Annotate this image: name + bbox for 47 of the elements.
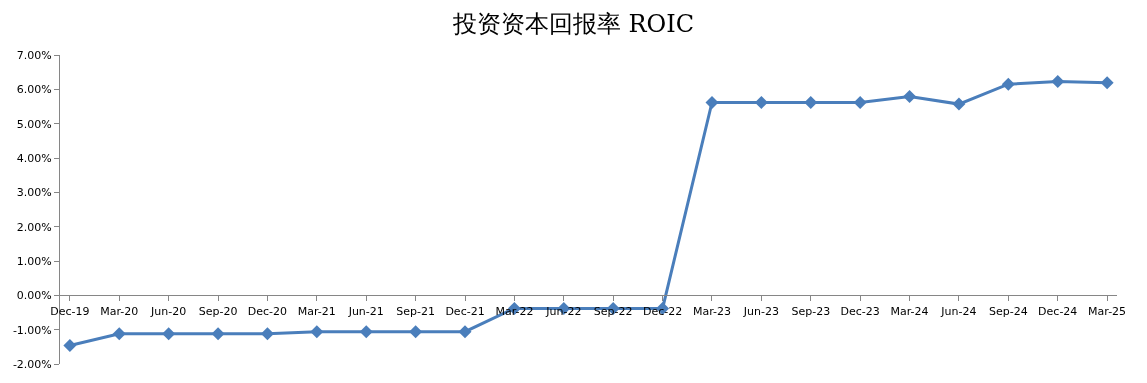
- x-tick-label: Sep-20: [198, 304, 238, 318]
- x-tick-label: Dec-19: [50, 304, 90, 318]
- x-tick-label: Mar-23: [692, 304, 731, 318]
- point: [1001, 77, 1015, 91]
- y-tick-label: -2.00%: [12, 357, 52, 371]
- y-tick-label: 1.00%: [16, 254, 52, 268]
- chart-title: 投资资本回报率 ROIC: [451, 10, 695, 39]
- x-tick-label: Sep-24: [988, 304, 1028, 318]
- point: [754, 95, 768, 109]
- point: [260, 327, 274, 341]
- point: [705, 95, 719, 109]
- point: [804, 95, 818, 109]
- y-tick-label: 4.00%: [16, 151, 52, 165]
- y-tick-label: -1.00%: [12, 323, 52, 337]
- x-tick-label: Sep-23: [791, 304, 831, 318]
- point: [63, 338, 77, 352]
- point: [1051, 74, 1065, 88]
- point: [112, 327, 126, 341]
- point: [1100, 76, 1114, 90]
- x-tick-label: Dec-24: [1038, 304, 1078, 318]
- y-tick-label: 5.00%: [16, 117, 52, 131]
- point: [458, 325, 472, 339]
- point: [211, 327, 225, 341]
- x-tick-label: Jun-21: [347, 304, 384, 318]
- y-tick-label: 6.00%: [16, 83, 52, 97]
- point: [359, 325, 373, 339]
- point: [853, 95, 867, 109]
- y-tick-label: 7.00%: [16, 48, 52, 62]
- y-tick-label: 0.00%: [16, 289, 52, 303]
- x-tick-label: Mar-21: [297, 304, 336, 318]
- y-tick-label: 2.00%: [16, 220, 52, 234]
- x-tick-label: Dec-23: [840, 304, 880, 318]
- point: [310, 325, 324, 339]
- x-tick-label: Jun-23: [742, 304, 779, 318]
- x-tick-label: Mar-20: [100, 304, 139, 318]
- x-tick-label: Mar-24: [890, 304, 929, 318]
- x-tick-label: Dec-20: [247, 304, 288, 318]
- point: [903, 90, 917, 104]
- x-tick-label: Jun-20: [150, 304, 187, 318]
- x-tick-label: Jun-24: [940, 304, 977, 318]
- point: [409, 325, 423, 339]
- x-tick-label: Sep-21: [396, 304, 435, 318]
- x-tick-label: Mar-25: [1088, 304, 1127, 318]
- y-tick-label: 3.00%: [16, 186, 52, 200]
- point: [952, 97, 966, 111]
- x-tick-label: Dec-21: [445, 304, 485, 318]
- point: [162, 327, 176, 341]
